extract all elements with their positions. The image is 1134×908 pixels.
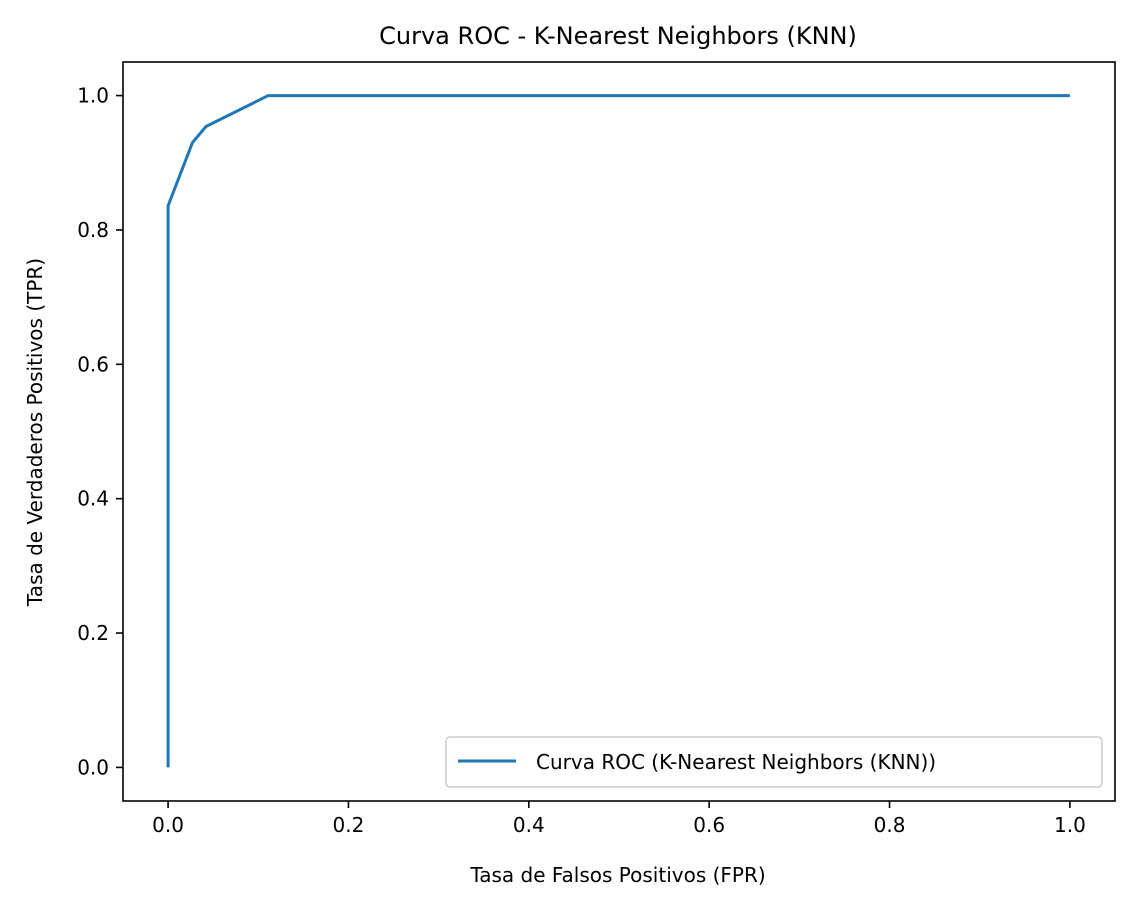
legend-box: [445, 736, 1103, 788]
y-axis-title: Tasa de Verdaderos Positivos (TPR): [23, 258, 47, 607]
x-tick-label: 0.8: [874, 813, 906, 837]
x-tick-label: 0.4: [513, 813, 545, 837]
legend-label: Curva ROC (K-Nearest Neighbors (KNN)): [536, 750, 936, 774]
legend: Curva ROC (K-Nearest Neighbors (KNN)): [445, 736, 1103, 788]
plot-area: [122, 61, 1116, 802]
x-tick-label: 0.2: [333, 813, 365, 837]
x-tick-label: 1.0: [1054, 813, 1086, 837]
x-tick-label: 0.6: [693, 813, 725, 837]
axes-frame: [122, 61, 1116, 802]
y-tick-label: 0.0: [77, 755, 109, 779]
x-tick-label: 0.0: [152, 813, 184, 837]
y-tick-label: 0.2: [77, 621, 109, 645]
y-tick-label: 0.6: [77, 352, 109, 376]
roc-curve-line: [166, 94, 1070, 768]
x-axis-ticks: 0.0 0.2 0.4 0.6 0.8 1.0: [152, 801, 1086, 837]
y-axis-ticks: 0.0 0.2 0.4 0.6 0.8 1.0: [77, 84, 123, 779]
series-layer: [166, 94, 1070, 768]
y-tick-label: 0.4: [77, 487, 109, 511]
chart-title: Curva ROC - K-Nearest Neighbors (KNN): [379, 22, 857, 50]
y-tick-label: 1.0: [77, 84, 109, 108]
y-tick-label: 0.8: [77, 218, 109, 242]
x-axis-title: Tasa de Falsos Positivos (FPR): [469, 863, 765, 887]
